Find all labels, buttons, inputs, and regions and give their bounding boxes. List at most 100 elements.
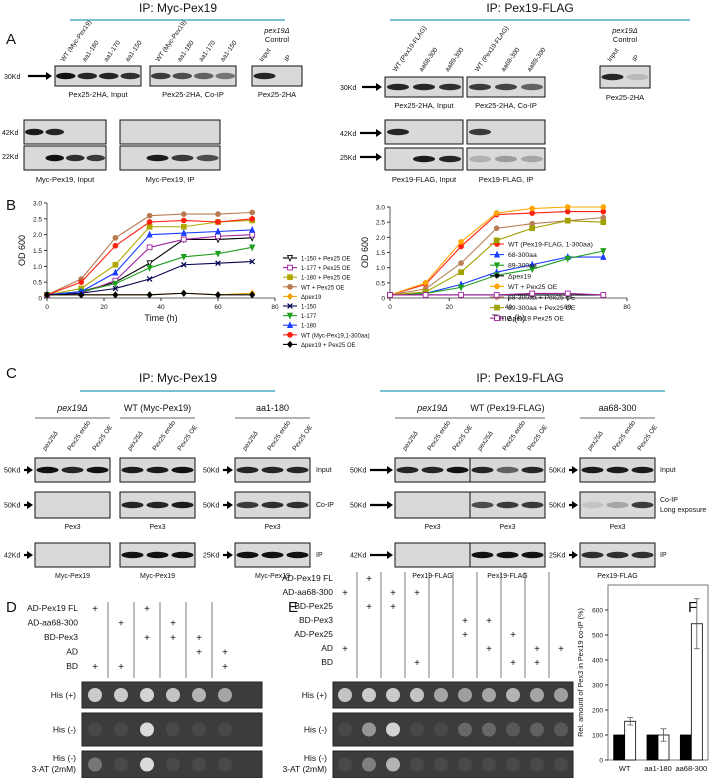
panel-label: B bbox=[6, 197, 16, 214]
marker bbox=[493, 262, 501, 270]
band bbox=[261, 501, 284, 509]
plus-mark: + bbox=[486, 616, 492, 627]
marker bbox=[600, 248, 607, 255]
band bbox=[61, 466, 84, 474]
lane-label: aa68-300 bbox=[418, 46, 440, 73]
marker bbox=[249, 291, 256, 299]
caption: Pex19-FLAG bbox=[597, 573, 637, 580]
row-label: AD bbox=[321, 643, 333, 653]
caption: Myc-Pex19 bbox=[255, 573, 290, 580]
colony bbox=[338, 688, 352, 702]
lane-label: IP bbox=[631, 54, 640, 63]
marker bbox=[215, 291, 221, 299]
band bbox=[146, 466, 169, 474]
colony bbox=[338, 757, 352, 772]
label: Control bbox=[613, 35, 638, 44]
marker bbox=[493, 225, 500, 232]
legend-label: 1-150 bbox=[301, 305, 317, 311]
band bbox=[286, 501, 309, 509]
x-axis-title: Time (h) bbox=[144, 313, 177, 323]
marker bbox=[564, 290, 571, 297]
arrow-head bbox=[46, 72, 52, 80]
plus-mark: + bbox=[390, 602, 396, 613]
colony bbox=[554, 688, 568, 702]
colony bbox=[434, 688, 448, 702]
x-tick-label: 40 bbox=[157, 304, 165, 311]
blot bbox=[599, 65, 651, 89]
label: pex19Δ bbox=[263, 26, 289, 35]
bar bbox=[613, 734, 626, 761]
caption: Myc-Pex19, Input bbox=[36, 175, 95, 184]
band bbox=[286, 551, 309, 559]
marker bbox=[180, 223, 187, 230]
y-tick-label: 3.0 bbox=[376, 205, 385, 212]
band bbox=[25, 128, 44, 136]
y-tick-label: 1.0 bbox=[376, 265, 385, 272]
marker bbox=[112, 285, 119, 292]
marker bbox=[249, 244, 256, 252]
row-label: BD bbox=[66, 661, 78, 671]
marker bbox=[146, 260, 153, 268]
marker bbox=[112, 242, 119, 249]
legend-label: 1-180 + Pex25 OE bbox=[301, 276, 351, 282]
plus-mark: + bbox=[510, 630, 516, 641]
marker bbox=[78, 291, 85, 299]
marker bbox=[215, 219, 221, 225]
plus-mark: + bbox=[196, 633, 202, 644]
marker bbox=[112, 280, 119, 288]
lane-label: aa1-180 bbox=[81, 39, 101, 63]
band bbox=[171, 551, 194, 559]
band bbox=[45, 154, 64, 162]
marker bbox=[493, 237, 500, 244]
colony bbox=[140, 722, 154, 737]
arrow-head bbox=[227, 551, 233, 559]
marker bbox=[112, 291, 119, 299]
band bbox=[606, 501, 629, 509]
plate-label: 3-AT (2mM) bbox=[31, 764, 76, 774]
plus-mark: + bbox=[118, 619, 124, 630]
marker bbox=[249, 215, 256, 222]
lane-label: Pex25 OE bbox=[636, 423, 659, 452]
y-tick-label: 3.0 bbox=[33, 201, 42, 208]
y-tick-label: 1.5 bbox=[376, 250, 385, 257]
colony bbox=[114, 757, 128, 772]
y-tick-label: 2.0 bbox=[33, 232, 42, 239]
row-label: AD-Pex19 FL bbox=[27, 603, 78, 613]
caption: Pex19-FLAG bbox=[412, 573, 452, 580]
marker bbox=[287, 292, 293, 301]
legend-label: 89-300aa + Pex25 OE bbox=[508, 305, 576, 312]
caption: Pex25-2HA, Co-IP bbox=[162, 90, 224, 99]
band bbox=[496, 466, 519, 474]
label: 25Kd bbox=[340, 155, 356, 162]
band bbox=[387, 128, 409, 136]
lane-label: Pex25 endo bbox=[266, 419, 292, 452]
marker bbox=[529, 210, 536, 216]
caption: Pex3 bbox=[65, 524, 81, 531]
plus-mark: + bbox=[92, 662, 98, 673]
lane-label: pex25Δ bbox=[401, 430, 420, 453]
band bbox=[413, 155, 435, 163]
plate bbox=[81, 750, 263, 778]
x-tick-label: 60 bbox=[214, 304, 222, 311]
label: 50Kd bbox=[350, 468, 366, 475]
panel-label: D bbox=[6, 599, 17, 616]
row-label: AD bbox=[66, 647, 78, 657]
band bbox=[77, 72, 97, 80]
colony bbox=[530, 757, 544, 772]
band bbox=[171, 501, 194, 509]
caption: Pex3 bbox=[150, 524, 166, 531]
legend-label: 1-177 + Pex25 OE bbox=[301, 266, 351, 272]
band bbox=[261, 551, 284, 559]
band bbox=[236, 501, 259, 509]
marker bbox=[249, 258, 256, 265]
row-label: IP bbox=[316, 552, 323, 559]
band bbox=[581, 466, 604, 474]
y-tick-label: 1.5 bbox=[33, 248, 42, 255]
colony bbox=[338, 722, 352, 737]
colony bbox=[192, 688, 206, 702]
lane-label: Input bbox=[606, 47, 620, 63]
bar bbox=[646, 734, 659, 761]
band bbox=[146, 551, 169, 559]
label: Control bbox=[265, 35, 290, 44]
marker bbox=[493, 210, 500, 216]
